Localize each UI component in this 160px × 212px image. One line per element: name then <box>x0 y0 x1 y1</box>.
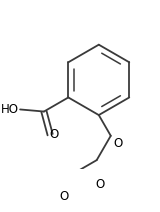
Text: O: O <box>60 190 69 203</box>
Text: O: O <box>114 137 123 150</box>
Text: O: O <box>96 178 105 191</box>
Text: HO: HO <box>1 103 19 116</box>
Text: O: O <box>49 128 58 141</box>
